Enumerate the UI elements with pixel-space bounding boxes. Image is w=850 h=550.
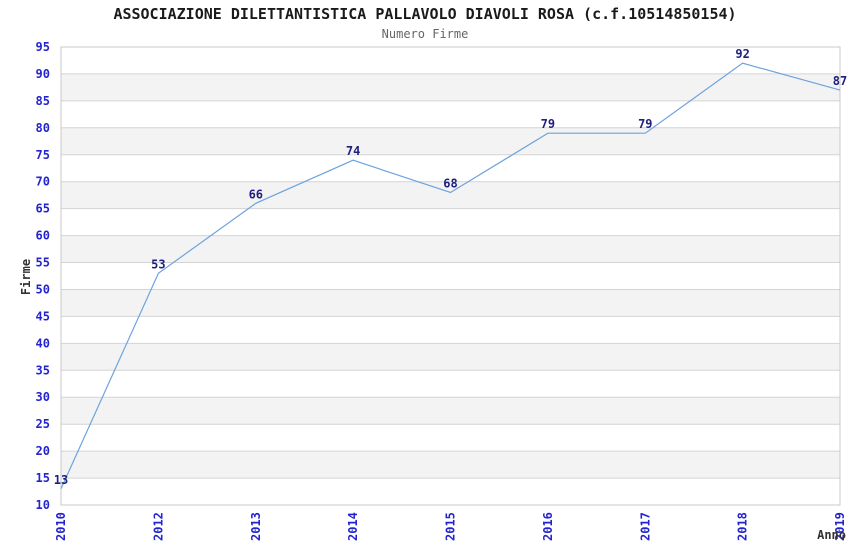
x-tick-label: 2014 [346,512,360,541]
plot-band [61,370,840,398]
plot-band [61,424,840,452]
y-tick-label: 90 [36,67,50,81]
value-label: 68 [443,177,457,191]
plot-band [61,100,840,128]
value-label: 74 [346,144,360,158]
x-tick-label: 2016 [541,512,555,541]
y-tick-label: 35 [36,363,50,377]
plot-band [61,208,840,236]
y-tick-label: 15 [36,471,50,485]
plot-band [61,316,840,344]
plot-border [60,46,841,506]
plot-band [61,343,840,371]
y-tick-label: 40 [36,336,50,350]
plot-band [61,397,840,425]
y-tick-label: 85 [36,94,50,108]
value-label: 92 [735,47,749,61]
x-tick-label: 2019 [833,512,847,541]
x-tick-label: 2012 [151,512,165,541]
plot-band [61,47,840,74]
y-tick-label: 50 [36,283,50,297]
value-label: 79 [638,117,652,131]
y-tick-label: 60 [36,229,50,243]
plot-band [61,235,840,263]
plot-band [61,181,840,209]
y-axis-title: Firme [19,258,33,296]
y-tick-label: 75 [36,148,50,162]
y-tick-label: 20 [36,444,50,458]
x-tick-label: 2013 [249,512,263,541]
y-tick-label: 80 [36,121,50,135]
y-tick-label: 70 [36,175,50,189]
data-line [60,62,841,490]
plot-band [61,154,840,182]
y-tick-label: 45 [36,309,50,323]
y-tick-label: 65 [36,202,50,216]
chart-subtitle: Numero Firme [381,27,469,41]
value-label: 79 [541,117,555,131]
y-tick-label: 25 [36,417,50,431]
x-tick-label: 2010 [54,512,68,541]
value-label: 66 [249,187,263,201]
y-tick-label: 30 [36,390,50,404]
x-tick-label: 2018 [736,512,750,541]
x-tick-label: 2015 [444,512,458,541]
value-label: 53 [151,257,165,271]
plot-band [61,451,840,478]
x-tick-label: 2017 [638,512,652,541]
value-label: 13 [54,473,68,487]
x-axis-title: Anno [817,528,846,542]
chart-title: ASSOCIAZIONE DILETTANTISTICA PALLAVOLO D… [113,5,737,23]
value-label: 87 [833,74,847,88]
plot-band [61,478,840,505]
plot-band [61,262,840,290]
plot-band [61,289,840,317]
y-tick-label: 10 [36,498,50,512]
plot-band [61,127,840,155]
plot-band [61,73,840,101]
y-tick-label: 95 [36,40,50,54]
y-tick-label: 55 [36,256,50,270]
